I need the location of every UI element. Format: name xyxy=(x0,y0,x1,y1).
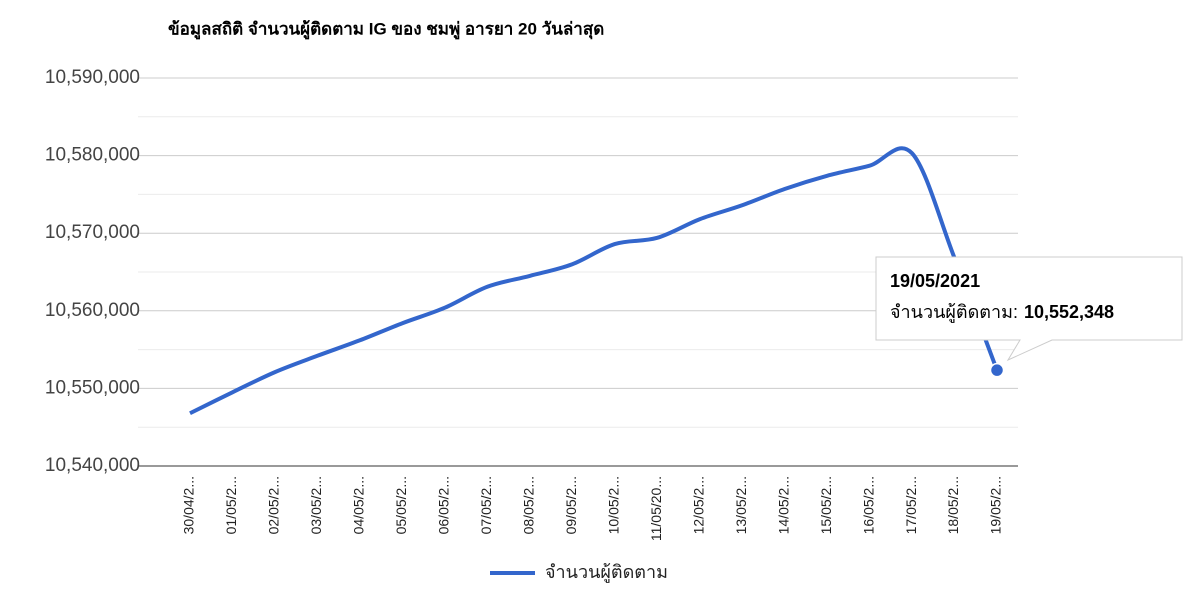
y-tick-label: 10,550,000 xyxy=(45,377,140,398)
x-tick-label: 08/05/2... xyxy=(520,476,536,534)
x-tick-label: 04/05/2... xyxy=(351,476,367,534)
y-tick-label: 10,560,000 xyxy=(45,300,140,321)
y-tick-label: 10,540,000 xyxy=(45,455,140,476)
x-tick-label: 15/05/2... xyxy=(818,476,834,534)
tooltip-box xyxy=(875,256,1183,362)
x-tick-label: 07/05/2... xyxy=(478,476,494,534)
highlighted-point xyxy=(989,362,1005,378)
x-tick-label: 11/05/20... xyxy=(648,476,664,541)
y-tick-label: 10,570,000 xyxy=(45,222,140,243)
tooltip: 19/05/2021 จำนวนผู้ติดตาม: 10,552,348 xyxy=(875,256,1183,362)
tooltip-title: 19/05/2021 xyxy=(890,271,980,291)
tooltip-label: จำนวนผู้ติดตาม: xyxy=(890,302,1018,323)
x-tick-label: 05/05/2... xyxy=(393,476,409,534)
x-tick-label: 18/05/2... xyxy=(945,476,961,534)
x-tick-label: 02/05/2... xyxy=(266,476,282,534)
x-tick-label: 12/05/2... xyxy=(690,476,706,534)
x-tick-label: 17/05/2... xyxy=(903,476,919,534)
legend-label: จำนวนผู้ติดตาม xyxy=(545,562,668,583)
x-tick-label: 06/05/2... xyxy=(436,476,452,534)
x-tick-label: 10/05/2... xyxy=(605,476,621,534)
x-tick-label: 03/05/2... xyxy=(308,476,324,534)
x-tick-label: 13/05/2... xyxy=(733,476,749,534)
tooltip-value: 10,552,348 xyxy=(1024,302,1114,322)
x-tick-label: 14/05/2... xyxy=(775,476,791,534)
x-tick-label: 01/05/2... xyxy=(223,476,239,534)
y-tick-label: 10,590,000 xyxy=(45,67,140,88)
x-tick-label: 16/05/2... xyxy=(860,476,876,534)
chart-title: ข้อมูลสถิติ จำนวนผู้ติดตาม IG ของ ชมพู่ … xyxy=(168,19,604,40)
x-tick-label: 19/05/2... xyxy=(988,476,1004,534)
series-line xyxy=(189,146,999,416)
x-tick-label: 09/05/2... xyxy=(563,476,579,534)
y-tick-label: 10,580,000 xyxy=(45,145,140,166)
x-tick-label: 30/04/2... xyxy=(181,476,197,534)
